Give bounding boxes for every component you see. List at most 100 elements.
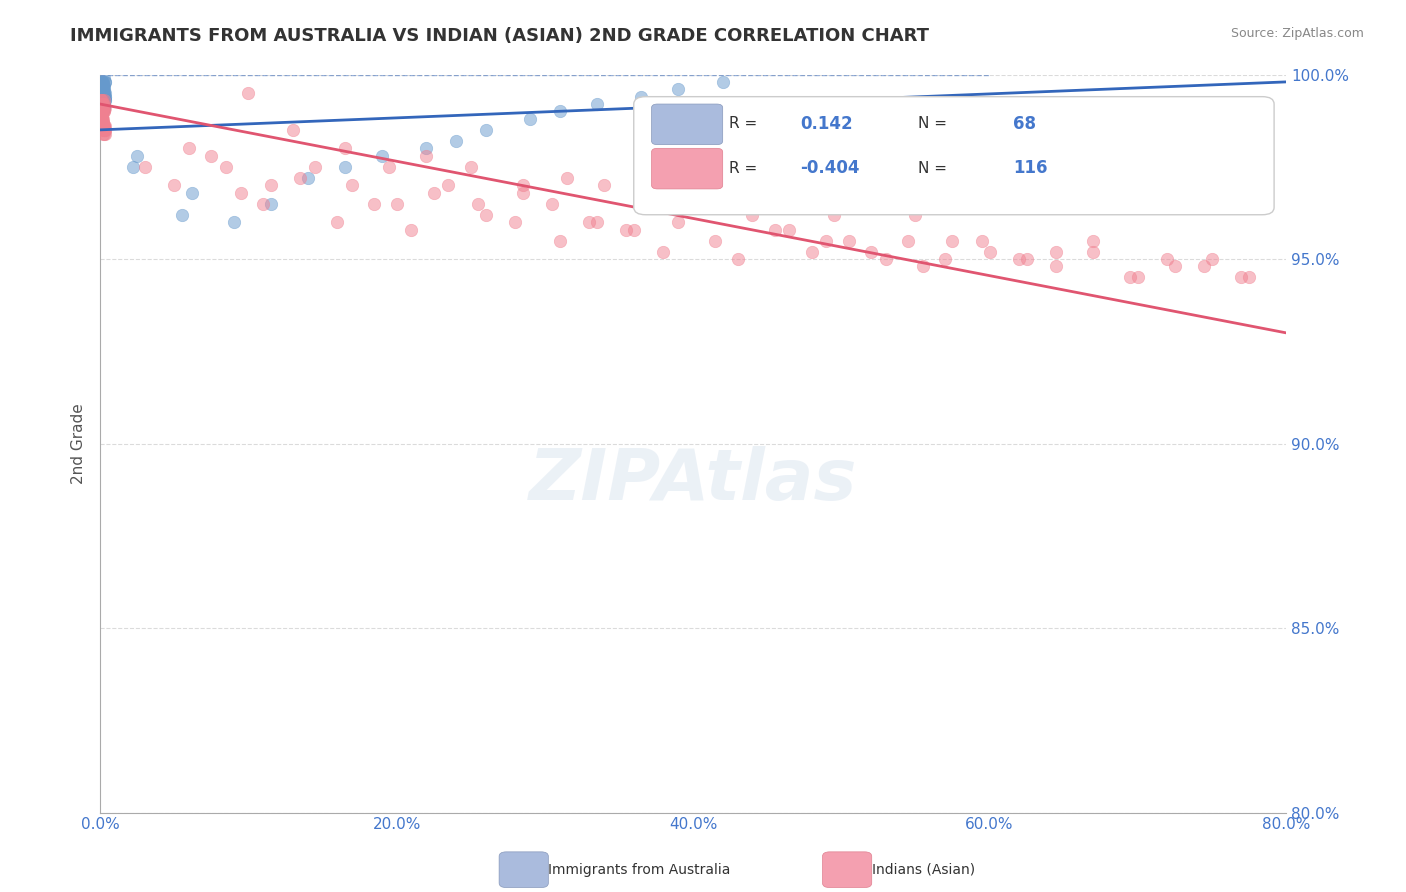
Point bbox=[689, 196, 711, 211]
Point bbox=[93, 94, 115, 108]
Point bbox=[800, 244, 823, 259]
Point bbox=[741, 208, 763, 222]
Point bbox=[91, 89, 114, 103]
Point bbox=[93, 104, 115, 119]
Point bbox=[297, 170, 319, 185]
Point bbox=[333, 141, 356, 155]
Point bbox=[979, 244, 1001, 259]
Point bbox=[91, 97, 114, 112]
Point bbox=[91, 75, 114, 89]
Point bbox=[90, 115, 112, 129]
Point bbox=[91, 112, 114, 126]
Point bbox=[91, 101, 114, 115]
Point bbox=[734, 186, 756, 200]
Point bbox=[93, 71, 115, 86]
FancyBboxPatch shape bbox=[651, 104, 723, 145]
Point bbox=[200, 149, 222, 163]
Point bbox=[868, 196, 890, 211]
Point bbox=[1230, 270, 1253, 285]
Text: N =: N = bbox=[918, 117, 948, 131]
Point bbox=[91, 101, 114, 115]
Point bbox=[512, 178, 534, 193]
Point bbox=[229, 186, 252, 200]
Point bbox=[1119, 270, 1142, 285]
Point bbox=[90, 75, 112, 89]
Point bbox=[763, 222, 786, 236]
Point bbox=[134, 160, 156, 174]
Point bbox=[91, 82, 114, 96]
Point bbox=[90, 94, 112, 108]
Point bbox=[252, 196, 274, 211]
Point bbox=[593, 178, 616, 193]
Text: -0.404: -0.404 bbox=[800, 160, 859, 178]
Point bbox=[815, 234, 838, 248]
Point bbox=[326, 215, 349, 229]
Point bbox=[897, 234, 920, 248]
Point bbox=[93, 89, 115, 103]
Point bbox=[941, 234, 963, 248]
FancyBboxPatch shape bbox=[651, 148, 723, 189]
Point bbox=[259, 196, 281, 211]
Point bbox=[90, 104, 112, 119]
Point bbox=[460, 160, 482, 174]
Point bbox=[127, 149, 149, 163]
Point bbox=[91, 97, 114, 112]
Point bbox=[519, 112, 541, 126]
Point bbox=[93, 86, 115, 100]
Point bbox=[93, 127, 115, 141]
Point bbox=[727, 252, 749, 266]
Point bbox=[93, 119, 115, 133]
Point bbox=[93, 101, 115, 115]
Text: R =: R = bbox=[728, 161, 756, 176]
Text: IMMIGRANTS FROM AUSTRALIA VS INDIAN (ASIAN) 2ND GRADE CORRELATION CHART: IMMIGRANTS FROM AUSTRALIA VS INDIAN (ASI… bbox=[70, 27, 929, 45]
Point bbox=[1156, 252, 1178, 266]
Point bbox=[90, 108, 112, 122]
Point bbox=[548, 234, 571, 248]
Text: 0.142: 0.142 bbox=[800, 115, 852, 133]
Point bbox=[415, 149, 437, 163]
Point bbox=[177, 141, 200, 155]
Point bbox=[93, 89, 115, 103]
Point bbox=[91, 115, 114, 129]
Point bbox=[1194, 260, 1216, 274]
Point bbox=[1164, 260, 1187, 274]
Point bbox=[340, 178, 363, 193]
Point bbox=[90, 86, 112, 100]
Point bbox=[548, 104, 571, 119]
Point bbox=[614, 222, 637, 236]
Point bbox=[93, 86, 115, 100]
Point bbox=[91, 112, 114, 126]
Point bbox=[94, 75, 117, 89]
Point bbox=[91, 94, 114, 108]
Text: R =: R = bbox=[728, 117, 756, 131]
Point bbox=[91, 78, 114, 93]
Point bbox=[666, 215, 689, 229]
Point bbox=[91, 94, 114, 108]
Point bbox=[778, 196, 800, 211]
Point bbox=[93, 75, 115, 89]
Point bbox=[1045, 260, 1067, 274]
Text: ZIPAtlas: ZIPAtlas bbox=[529, 446, 858, 515]
Point bbox=[94, 119, 117, 133]
Point bbox=[93, 119, 115, 133]
Point bbox=[91, 97, 114, 112]
Point bbox=[682, 196, 704, 211]
Point bbox=[401, 222, 423, 236]
Point bbox=[93, 97, 115, 112]
Point bbox=[1015, 252, 1038, 266]
Text: 68: 68 bbox=[1014, 115, 1036, 133]
Point bbox=[904, 208, 927, 222]
Y-axis label: 2nd Grade: 2nd Grade bbox=[72, 403, 86, 483]
Point bbox=[630, 89, 652, 103]
Point bbox=[93, 123, 115, 137]
Point bbox=[91, 112, 114, 126]
Point bbox=[363, 196, 385, 211]
Point bbox=[1126, 270, 1149, 285]
Point bbox=[90, 97, 112, 112]
Point bbox=[541, 196, 564, 211]
Point bbox=[333, 160, 356, 174]
Point bbox=[91, 115, 114, 129]
Point bbox=[1201, 252, 1223, 266]
Point bbox=[503, 215, 526, 229]
Point bbox=[778, 222, 800, 236]
